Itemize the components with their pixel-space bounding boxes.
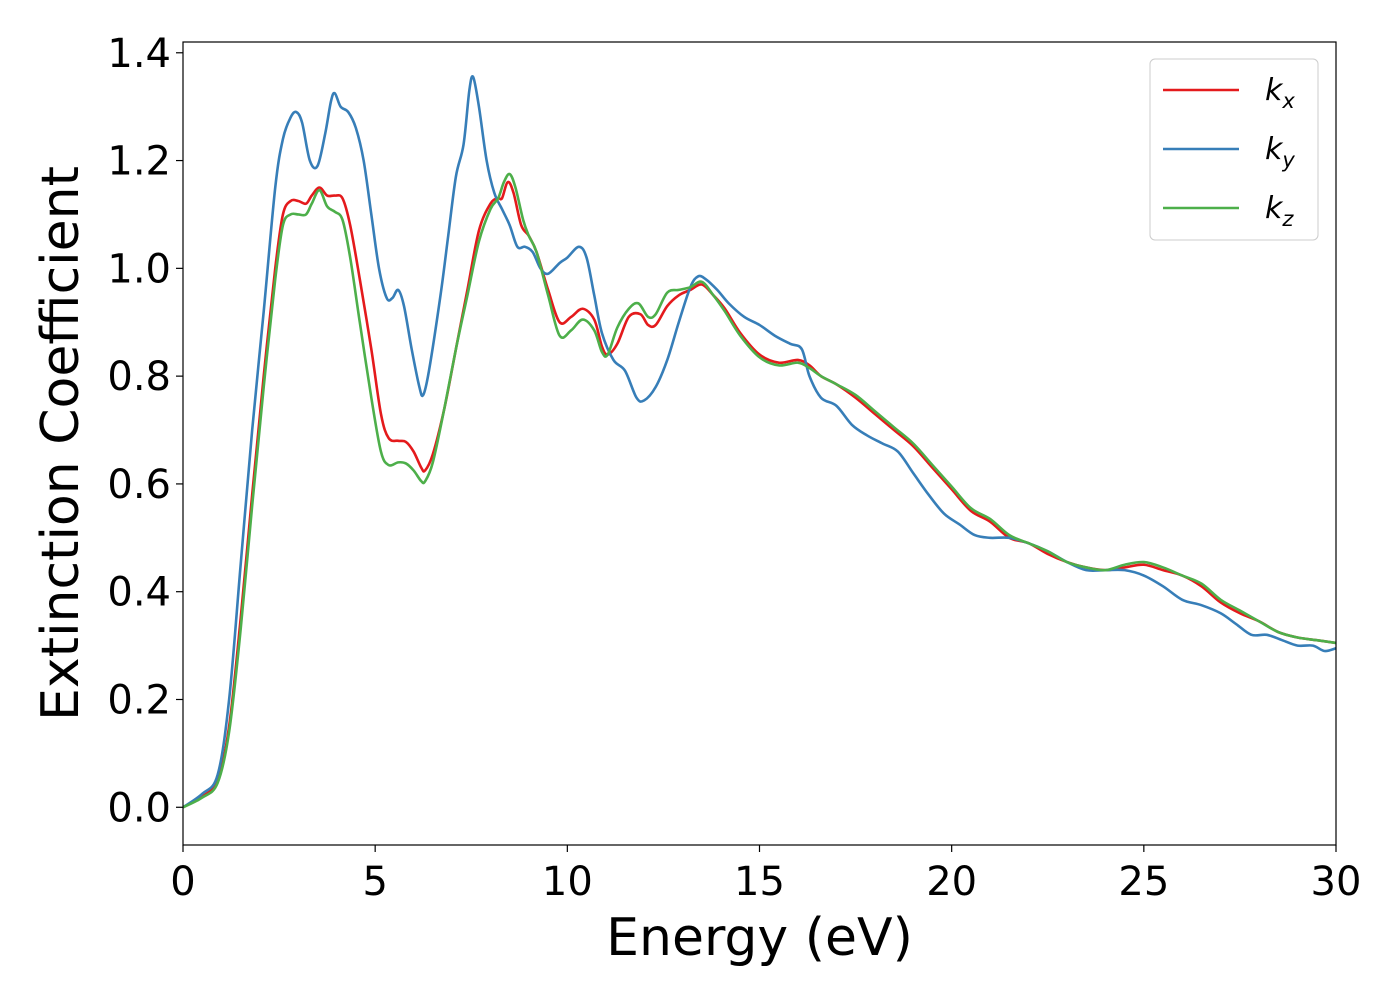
x-tick-label: 5 — [362, 859, 387, 905]
y-tick-label: 0.0 — [107, 785, 171, 831]
y-tick-label: 0.6 — [107, 462, 171, 508]
x-tick-label: 25 — [1118, 859, 1169, 905]
y-tick-label: 1.0 — [107, 246, 171, 292]
series-line-x — [183, 180, 1336, 809]
legend-label-z: kz — [1265, 191, 1294, 231]
series-layer — [183, 75, 1336, 809]
y-tick-label: 1.2 — [107, 139, 171, 185]
legend-label-x: kx — [1265, 73, 1295, 113]
y-axis-ticks: 0.0 0.2 0.4 0.6 0.8 1.0 1.2 1.4 — [107, 31, 183, 831]
x-tick-label: 20 — [926, 859, 977, 905]
x-tick-label: 15 — [734, 859, 785, 905]
y-tick-label: 1.4 — [107, 31, 171, 77]
y-tick-label: 0.8 — [107, 354, 171, 400]
series-line-z — [183, 172, 1336, 809]
legend-label-y: ky — [1265, 132, 1295, 172]
y-axis-label: Extinction Coefficient — [31, 166, 91, 721]
y-tick-label: 0.2 — [107, 677, 171, 723]
x-axis-label: Energy (eV) — [606, 908, 913, 968]
x-tick-label: 30 — [1311, 859, 1362, 905]
y-tick-label: 0.4 — [107, 570, 171, 616]
legend: kx ky kz — [1149, 58, 1319, 241]
x-axis-ticks: 0 5 10 15 20 25 30 — [170, 845, 1361, 905]
x-tick-label: 10 — [542, 859, 593, 905]
x-tick-label: 0 — [170, 859, 195, 905]
